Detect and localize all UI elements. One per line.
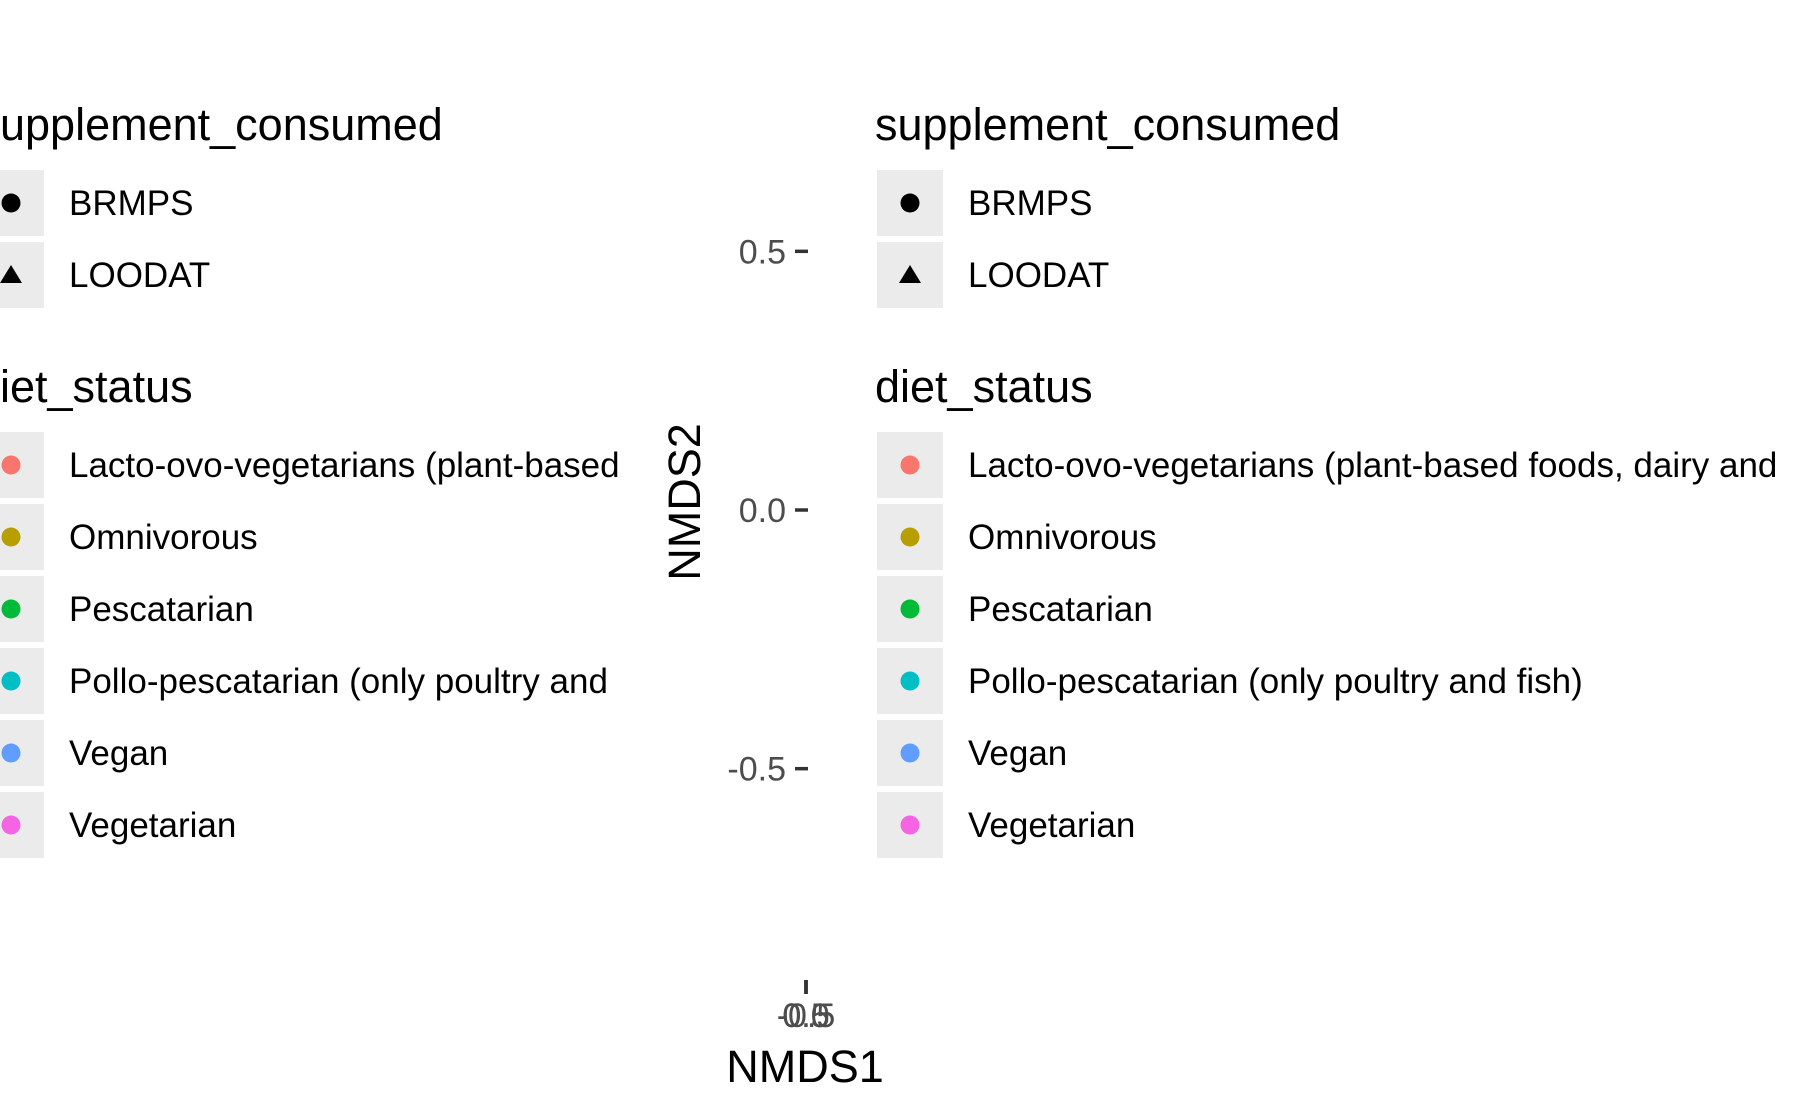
x-tick-label: -0.5 (777, 997, 836, 1035)
right-legend-triangle-loodat (899, 265, 921, 283)
left-legend-label-omnivorous: Omnivorous (69, 518, 258, 557)
left-legend-dot-lacto-ovo-vegetarians-plant-based-foods-dairy-and (1, 455, 21, 475)
y-tick-label: 0.0 (739, 492, 786, 530)
left-legend-dot-pollo-pescatarian-only-poultry-and-fish (1, 671, 21, 691)
right-legend-dot-vegetarian (900, 815, 920, 835)
left-legend-label-pollo-pescatarian-only-poultry-and-fish: Pollo-pescatarian (only poultry and (69, 662, 608, 701)
right-legend-dot-pollo-pescatarian-only-poultry-and-fish (900, 671, 920, 691)
x-axis-title: NMDS1 (726, 1041, 884, 1092)
y-tick-label: -0.5 (727, 751, 786, 789)
right-legend-label-loodat: LOODAT (968, 256, 1109, 295)
right-legend-title-supplement-consumed: supplement_consumed (875, 99, 1340, 150)
left-legend-label-brmps: BRMPS (69, 184, 193, 223)
left-legend-dot-pescatarian (1, 599, 21, 619)
x-tick-label: 0.0 (782, 997, 829, 1035)
left-legend-title-diet-status: iet_status (0, 361, 193, 412)
right-legend-label-vegan: Vegan (968, 734, 1067, 773)
left-legend-label-pescatarian: Pescatarian (69, 590, 254, 629)
right-legend-label-pescatarian: Pescatarian (968, 590, 1153, 629)
right-legend-dot-brmps (900, 193, 920, 213)
x-axis: -0.50.00.5 (777, 980, 836, 1035)
left-legend-label-vegetarian: Vegetarian (69, 806, 236, 845)
right-legend-dot-lacto-ovo-vegetarians-plant-based-foods-dairy-and (900, 455, 920, 475)
right-legend-label-brmps: BRMPS (968, 184, 1092, 223)
left-legend-label-vegan: Vegan (69, 734, 168, 773)
right-legend-label-pollo-pescatarian-only-poultry-and-fish: Pollo-pescatarian (only poultry and fish… (968, 662, 1583, 701)
left-legend-label-lacto-ovo-vegetarians-plant-based-foods-dairy-and: Lacto-ovo-vegetarians (plant-based (69, 446, 620, 485)
left-legend-dot-omnivorous (1, 527, 21, 547)
right-legend-label-lacto-ovo-vegetarians-plant-based-foods-dairy-and: Lacto-ovo-vegetarians (plant-based foods… (968, 446, 1777, 485)
left-legend-dot-vegan (1, 743, 21, 763)
left-legend-label-loodat: LOODAT (69, 256, 210, 295)
right-legend-dot-vegan (900, 743, 920, 763)
right-legend-dot-pescatarian (900, 599, 920, 619)
legend-left-clipped: upplement_consumed BRMPS LOODAT iet_status L… (0, 99, 620, 858)
x-tick-label: 0.5 (782, 997, 829, 1035)
right-legend-dot-omnivorous (900, 527, 920, 547)
right-legend-label-omnivorous: Omnivorous (968, 518, 1157, 557)
left-legend-dot-vegetarian (1, 815, 21, 835)
left-legend-dot-brmps (1, 193, 21, 213)
y-axis: 0.5 0.0 -0.5 (727, 233, 808, 789)
right-legend-label-vegetarian: Vegetarian (968, 806, 1135, 845)
left-legend-title-supplement-consumed: upplement_consumed (0, 99, 443, 150)
y-axis-title: NMDS2 (659, 423, 710, 581)
y-tick-label: 0.5 (739, 233, 786, 271)
left-legend-triangle-loodat (0, 265, 22, 283)
right-legend-title-diet-status: diet_status (875, 361, 1093, 412)
legend-right: supplement_consumed BRMPS LOODAT diet_statu… (875, 99, 1777, 858)
